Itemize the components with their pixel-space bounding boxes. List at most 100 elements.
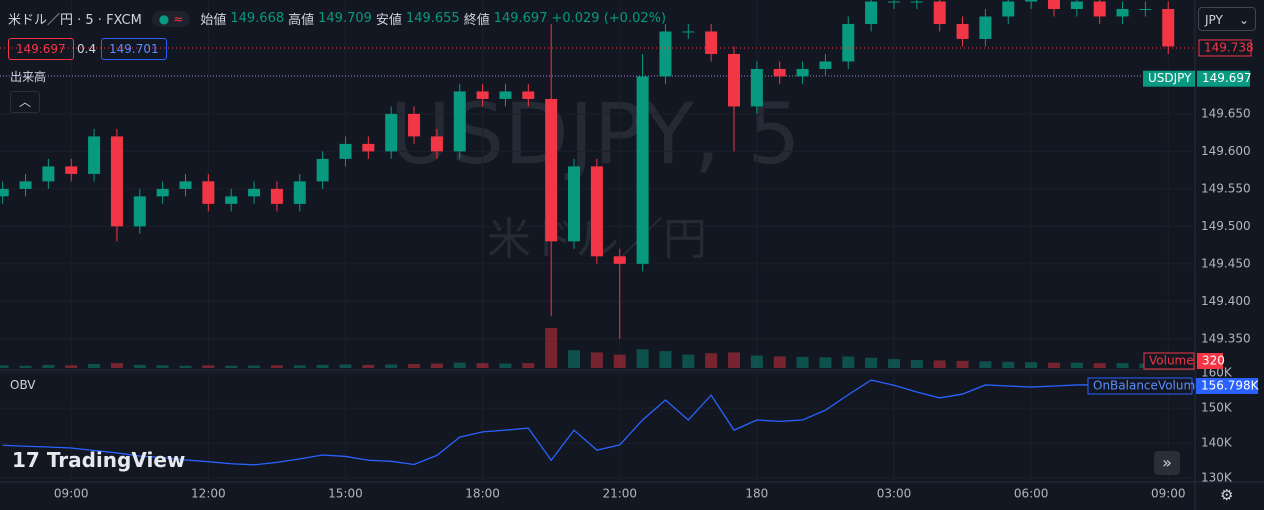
- symbol-badge-value: 149.697: [1197, 70, 1252, 87]
- candle-body: [339, 143, 352, 159]
- candle-body: [1002, 1, 1015, 17]
- volume-bar: [1093, 363, 1106, 368]
- obv-name-bg: [1087, 377, 1193, 395]
- open-label: 始値: [200, 13, 227, 28]
- obv-last: 156.798K: [1196, 378, 1260, 394]
- spread: 0.4: [77, 42, 97, 56]
- volume-bar: [933, 360, 946, 368]
- symbol-badge-name: USDJPY: [1143, 70, 1195, 87]
- volume-last-bg: [1197, 353, 1223, 369]
- obv-pane-label: OBV: [10, 378, 36, 392]
- brand-logo[interactable]: 17 TradingView: [12, 448, 186, 472]
- legend-header: 米ドル／円 · 5 · FXCM ● ≈ 始値 149.668 高値 149.709 …: [8, 9, 666, 28]
- candle-body: [819, 61, 832, 69]
- symbol-badge-value-bg: [1197, 70, 1250, 87]
- volume-bar: [65, 365, 78, 368]
- candle-body: [865, 1, 878, 24]
- volume-bar: [728, 352, 741, 368]
- candle-body: [0, 188, 9, 197]
- high-value: 149.709: [318, 11, 372, 26]
- volume-bar: [339, 364, 352, 368]
- settings-button[interactable]: ⚙: [1220, 486, 1234, 504]
- candle-body: [522, 91, 535, 99]
- candle-body: [613, 256, 626, 264]
- volume-bar: [156, 365, 169, 368]
- candle-body: [750, 68, 763, 107]
- candle-body: [156, 188, 169, 197]
- candle-body: [705, 31, 718, 54]
- candle-body: [133, 196, 146, 227]
- volume-bar: [865, 357, 878, 368]
- volume-name-bg: [1143, 352, 1195, 370]
- volume-bar: [430, 363, 443, 368]
- last-price: 149.738: [1198, 39, 1254, 57]
- x-tick-label: 21:00: [602, 487, 637, 501]
- bid-button[interactable]: 149.697: [8, 38, 74, 60]
- candle-body: [933, 1, 946, 24]
- candle-body: [773, 68, 786, 77]
- volume-bar: [1025, 362, 1038, 368]
- volume-bar: [1002, 361, 1015, 368]
- candle-body: [682, 31, 695, 33]
- obv-tick-label: 140K: [1201, 436, 1233, 450]
- candle-body: [499, 91, 512, 99]
- volume-bar: [225, 365, 238, 368]
- volume-bar: [1047, 362, 1060, 368]
- candle-body: [1047, 0, 1060, 9]
- ask-button[interactable]: 149.701: [101, 38, 167, 60]
- candle-body: [385, 113, 398, 152]
- y-tick-label: 149.450: [1201, 256, 1251, 270]
- volume-bar: [316, 364, 329, 368]
- candle-body: [1162, 8, 1175, 47]
- candle-body: [590, 166, 603, 257]
- volume-name-text: Volume: [1149, 354, 1194, 368]
- volume-pane-label: 出来高: [10, 70, 47, 84]
- candle-body: [453, 91, 466, 152]
- symbol-badge-name-text: USDJPY: [1148, 71, 1192, 85]
- candle-body: [728, 53, 741, 107]
- candle-body: [659, 31, 672, 77]
- volume-bar: [682, 354, 695, 368]
- y-tick-label: 149.600: [1201, 144, 1251, 158]
- x-tick-label: 09:00: [54, 487, 89, 501]
- candle-body: [293, 181, 306, 204]
- candle-body: [42, 166, 55, 182]
- candle-body: [568, 166, 581, 242]
- candle-body: [19, 181, 32, 189]
- close-label: 終値: [463, 13, 490, 28]
- volume-bar: [796, 356, 809, 368]
- candle-body: [270, 188, 283, 204]
- last-price-bg: [1198, 39, 1252, 57]
- candle-body: [362, 143, 375, 152]
- volume-bar: [385, 364, 398, 368]
- volume-bar: [362, 364, 375, 368]
- candle-body: [476, 91, 489, 99]
- candle-body: [887, 1, 900, 3]
- symbol-badge-value-text: 149.697: [1202, 71, 1252, 85]
- status-pill[interactable]: ● ≈: [151, 10, 191, 27]
- obv-tick-label: 160K: [1201, 366, 1233, 380]
- volume-bar: [293, 365, 306, 368]
- scroll-forward-button[interactable]: »: [1154, 451, 1180, 475]
- collapse-button[interactable]: ︿: [10, 91, 40, 113]
- volume-bar: [179, 365, 192, 368]
- candle-body: [842, 23, 855, 62]
- candle-body: [796, 68, 809, 77]
- obv-tick-label: 130K: [1201, 471, 1233, 485]
- obv-last-bg: [1196, 378, 1258, 394]
- currency-select[interactable]: JPY ⌄: [1198, 7, 1256, 31]
- candle-body: [202, 181, 215, 204]
- symbol-title[interactable]: 米ドル／円 · 5 · FXCM: [8, 13, 142, 28]
- volume-bar: [133, 364, 146, 368]
- candle-body: [979, 16, 992, 39]
- brand: TradingView: [46, 448, 186, 472]
- volume-bar: [42, 364, 55, 368]
- candle-body: [179, 181, 192, 189]
- volume-bar: [0, 365, 9, 368]
- candle-body: [430, 136, 443, 152]
- volume-bar: [613, 354, 626, 368]
- candle-body: [88, 136, 101, 174]
- change-value: +0.029 (+0.02%): [551, 11, 667, 26]
